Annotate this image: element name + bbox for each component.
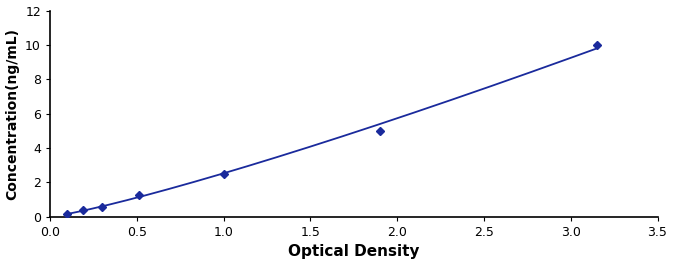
X-axis label: Optical Density: Optical Density [288,244,419,259]
Y-axis label: Concentration(ng/mL): Concentration(ng/mL) [5,28,20,200]
